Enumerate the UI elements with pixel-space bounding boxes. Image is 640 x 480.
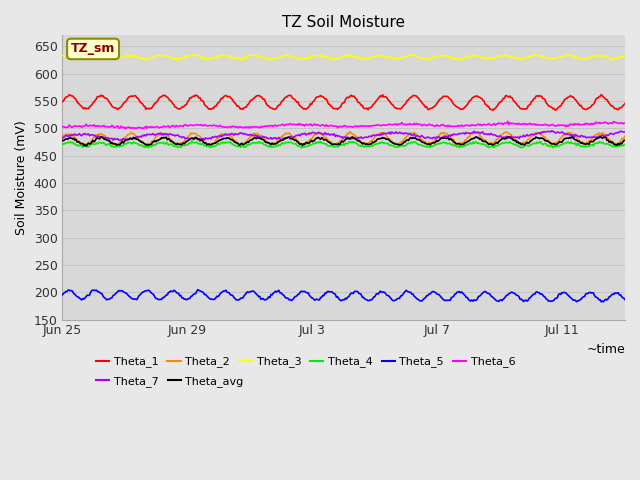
Y-axis label: Soil Moisture (mV): Soil Moisture (mV) [15, 120, 28, 235]
Text: TZ_sm: TZ_sm [71, 42, 115, 56]
X-axis label: ~time: ~time [586, 343, 625, 356]
Legend: Theta_7, Theta_avg: Theta_7, Theta_avg [96, 376, 244, 387]
Title: TZ Soil Moisture: TZ Soil Moisture [282, 15, 405, 30]
